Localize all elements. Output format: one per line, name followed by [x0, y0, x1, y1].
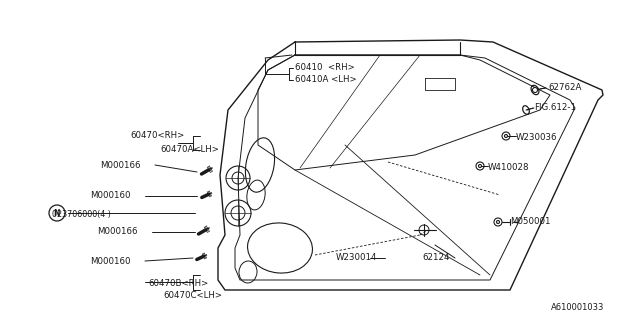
Text: 60470<RH>: 60470<RH> [130, 132, 184, 140]
Circle shape [479, 164, 481, 167]
Circle shape [497, 220, 499, 223]
Text: N: N [54, 209, 60, 218]
Text: FIG.612-1: FIG.612-1 [534, 103, 576, 113]
Text: 60410  <RH>: 60410 <RH> [295, 63, 355, 73]
Text: M000166: M000166 [97, 228, 138, 236]
Text: 60410A <LH>: 60410A <LH> [295, 76, 356, 84]
Text: 023706000(4 ): 023706000(4 ) [52, 210, 111, 219]
Circle shape [504, 134, 508, 138]
Text: W410028: W410028 [488, 163, 529, 172]
Text: 60470B<RH>: 60470B<RH> [148, 279, 208, 289]
Text: M000160: M000160 [90, 191, 131, 201]
Text: 62124: 62124 [422, 253, 449, 262]
Text: 60470A<LH>: 60470A<LH> [160, 146, 219, 155]
Text: W230036: W230036 [516, 133, 557, 142]
Text: 60470C<LH>: 60470C<LH> [163, 292, 222, 300]
Text: W230014: W230014 [336, 253, 378, 262]
Circle shape [532, 87, 538, 92]
Text: M050001: M050001 [510, 218, 550, 227]
Text: M000160: M000160 [90, 257, 131, 266]
Text: A610001033: A610001033 [551, 303, 604, 313]
Text: M000166: M000166 [100, 161, 141, 170]
Text: 62762A: 62762A [548, 84, 581, 92]
